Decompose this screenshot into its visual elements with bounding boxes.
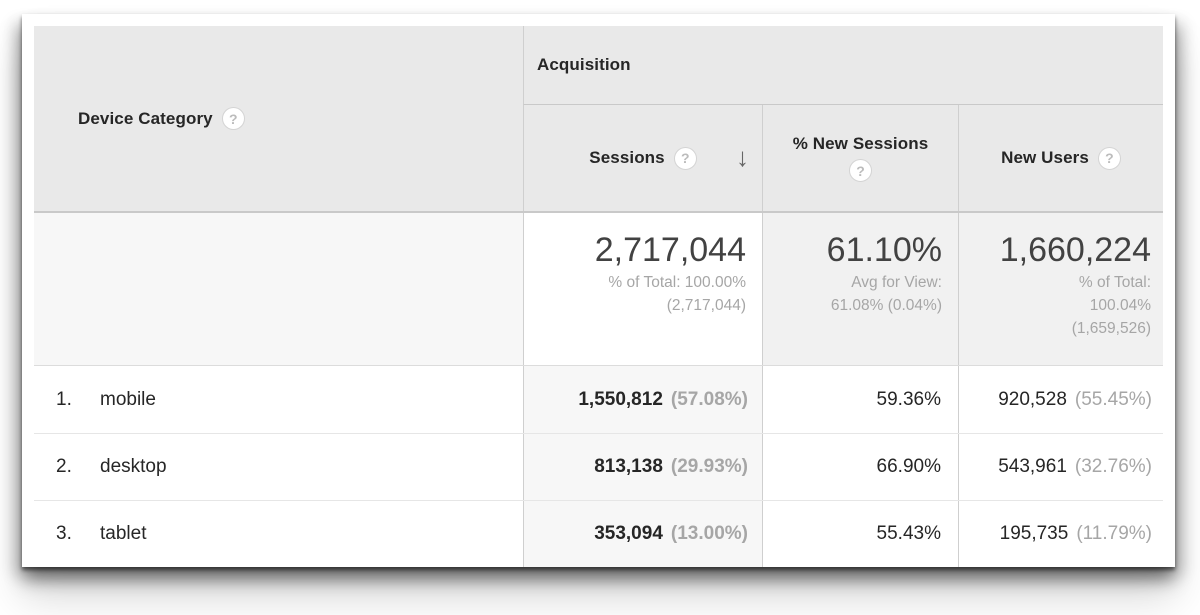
help-icon[interactable]: ? [1097, 146, 1121, 170]
sessions-header-label: Sessions [589, 148, 665, 167]
new-users-share: (32.76%) [1074, 456, 1152, 477]
table-row: 2. desktop 813,138 (29.93%) 66.90% 543,9… [34, 434, 1163, 501]
table-row: 3. tablet 353,094 (13.00%) 55.43% 195,73… [34, 501, 1163, 567]
new-users-cell: 195,735 (11.79%) [958, 501, 1163, 567]
new-users-value: 543,961 [998, 456, 1067, 477]
device-category-link-tablet[interactable]: tablet [100, 523, 147, 544]
new-users-total-note: 100.04% [1089, 297, 1151, 315]
help-icon[interactable]: ? [849, 159, 872, 182]
device-category-header-label: Device Category [78, 108, 213, 128]
percent-new-sessions-value: 59.36% [876, 388, 941, 410]
row-index: 1. [56, 388, 72, 410]
column-header-device-category[interactable]: Device Category ? [34, 26, 523, 211]
new-users-value: 195,735 [999, 523, 1069, 544]
metric-subheaders: Sessions ? ↓ % New Sessions ? New Users … [523, 105, 1163, 211]
percent-new-sessions-value: 55.43% [876, 523, 941, 544]
analytics-table: Device Category ? Acquisition Sessions ?… [34, 26, 1163, 567]
percent-new-sessions-total-note: 61.08% (0.04%) [830, 297, 942, 315]
sessions-total-note: % of Total: 100.00% [608, 273, 746, 291]
device-category-cell: 2. desktop [34, 434, 523, 500]
percent-new-sessions-cell: 55.43% [762, 501, 958, 567]
totals-sessions-cell: 2,717,044 % of Total: 100.00% (2,717,044… [523, 213, 762, 365]
sort-descending-icon[interactable]: ↓ [736, 141, 749, 172]
totals-row: 2,717,044 % of Total: 100.00% (2,717,044… [34, 213, 1163, 366]
percent-new-sessions-total-value: 61.10% [826, 231, 942, 269]
sessions-share: (57.08%) [670, 388, 748, 410]
sessions-value: 813,138 [594, 456, 663, 477]
row-index: 2. [56, 456, 72, 477]
sessions-total-note: (2,717,044) [666, 297, 746, 315]
acquisition-label: Acquisition [537, 55, 631, 74]
sessions-share: (29.93%) [670, 456, 748, 477]
column-header-sessions[interactable]: Sessions ? ↓ [523, 105, 762, 211]
new-users-total-note: (1,659,526) [1071, 320, 1151, 338]
percent-new-sessions-total-note: Avg for View: [851, 273, 942, 291]
column-header-new-users[interactable]: New Users ? [958, 105, 1163, 211]
totals-percent-new-sessions-cell: 61.10% Avg for View: 61.08% (0.04%) [762, 213, 958, 365]
new-users-total-value: 1,660,224 [999, 231, 1151, 269]
help-icon[interactable]: ? [221, 107, 245, 130]
table-header: Device Category ? Acquisition Sessions ?… [34, 26, 1163, 213]
new-users-total-note: % of Total: [1078, 273, 1151, 291]
column-header-percent-new-sessions[interactable]: % New Sessions ? [762, 105, 958, 211]
sessions-total-value: 2,717,044 [594, 231, 746, 269]
new-users-share: (11.79%) [1076, 523, 1152, 544]
totals-new-users-cell: 1,660,224 % of Total: 100.04% (1,659,526… [958, 213, 1163, 365]
sessions-share: (13.00%) [670, 523, 748, 544]
device-category-link-desktop[interactable]: desktop [100, 456, 167, 477]
device-category-cell: 1. mobile [34, 366, 523, 433]
new-users-cell: 543,961 (32.76%) [958, 434, 1163, 500]
new-users-value: 920,528 [998, 388, 1067, 410]
row-index: 3. [56, 523, 72, 544]
new-users-header-label: New Users [1001, 148, 1089, 167]
acquisition-header-group: Acquisition Sessions ? ↓ % New Sessions … [523, 26, 1163, 211]
new-users-cell: 920,528 (55.45%) [958, 366, 1163, 433]
sessions-value: 353,094 [594, 523, 663, 544]
device-category-link-mobile[interactable]: mobile [100, 388, 156, 410]
sessions-cell: 813,138 (29.93%) [523, 434, 762, 500]
sessions-cell: 1,550,812 (57.08%) [523, 366, 762, 433]
report-card: Device Category ? Acquisition Sessions ?… [22, 14, 1175, 567]
sessions-cell: 353,094 (13.00%) [523, 501, 762, 567]
percent-new-sessions-cell: 66.90% [762, 434, 958, 500]
sessions-value: 1,550,812 [578, 388, 663, 410]
help-icon[interactable]: ? [673, 146, 697, 170]
group-header-acquisition: Acquisition [523, 26, 1163, 105]
device-category-cell: 3. tablet [34, 501, 523, 567]
percent-new-sessions-cell: 59.36% [762, 366, 958, 433]
percent-new-sessions-header-label: % New Sessions [792, 134, 929, 153]
percent-new-sessions-value: 66.90% [876, 456, 941, 477]
new-users-share: (55.45%) [1074, 388, 1152, 410]
table-row: 1. mobile 1,550,812 (57.08%) 59.36% 920,… [34, 366, 1163, 434]
totals-device-category-cell [34, 213, 523, 365]
